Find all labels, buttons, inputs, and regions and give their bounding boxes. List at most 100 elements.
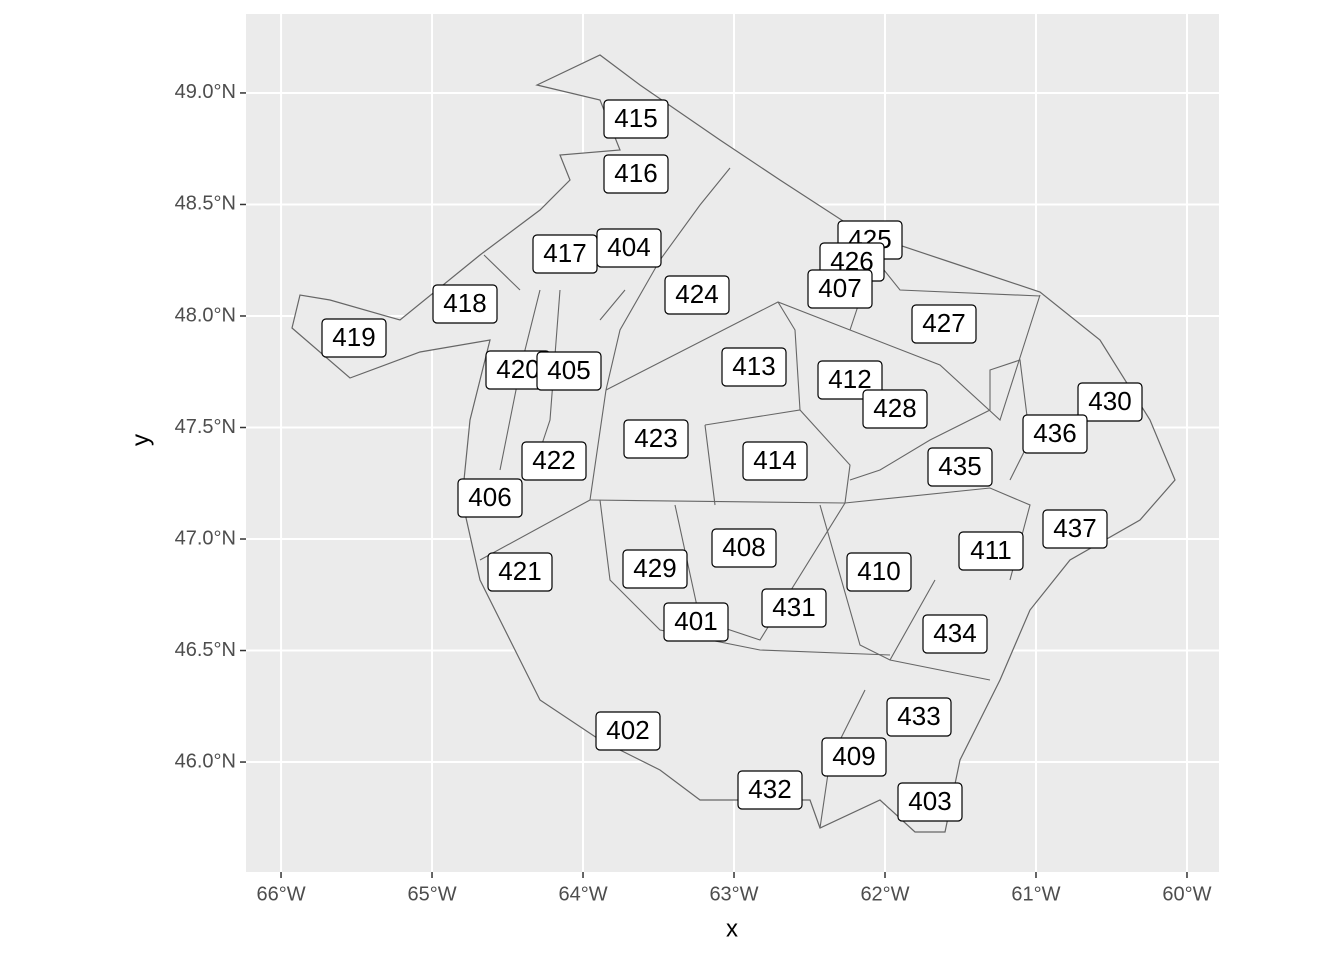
region-label: 436: [1033, 418, 1076, 448]
y-tick-label: 47.5°N: [175, 416, 236, 438]
region-label-group: 401: [663, 602, 729, 642]
region-label-group: 416: [603, 154, 669, 194]
region-label-group: 418: [432, 284, 498, 324]
x-tick-label: 61°W: [1011, 883, 1060, 905]
region-label: 420: [496, 354, 539, 384]
region-label-group: 414: [742, 441, 808, 481]
region-label-group: 409: [821, 737, 887, 777]
region-label-group: 435: [927, 447, 993, 487]
label-box: [622, 549, 688, 589]
region-label-group: 407: [807, 269, 873, 309]
label-box: [821, 737, 887, 777]
region-label-group: 411: [958, 531, 1024, 571]
label-box: [603, 99, 669, 139]
region-label-group: 437: [1042, 509, 1108, 549]
x-tick-label: 65°W: [407, 883, 456, 905]
label-box: [664, 275, 730, 315]
region-border: [704, 409, 851, 504]
label-box: [737, 770, 803, 810]
label-box: [911, 304, 977, 344]
region-label-group: 404: [596, 228, 662, 268]
region-label: 437: [1053, 513, 1096, 543]
region-label-group: 429: [622, 549, 688, 589]
region-label: 413: [732, 351, 775, 381]
region-label-group: 410: [846, 552, 912, 592]
region-label-group: 413: [721, 347, 787, 387]
region-label-group: 408: [711, 528, 777, 568]
label-box: [897, 782, 963, 822]
region-label: 421: [498, 556, 541, 586]
region-label: 415: [614, 103, 657, 133]
region-label: 422: [532, 445, 575, 475]
region-label-group: 405: [536, 351, 602, 391]
region-label-group: 436: [1022, 414, 1088, 454]
region-label: 402: [606, 715, 649, 745]
region-label-group: 422: [521, 441, 587, 481]
x-tick-label: 66°W: [256, 883, 305, 905]
axes: 66°W 65°W 64°W 63°W 62°W 61°W 60°W 46.0°N 46.5°N…: [175, 81, 1212, 905]
region-label-group: 402: [595, 711, 661, 751]
x-axis-title: x: [726, 915, 738, 942]
region-label: 431: [772, 592, 815, 622]
y-tick-label: 46.5°N: [175, 639, 236, 661]
label-box: [595, 711, 661, 751]
label-box: [596, 228, 662, 268]
region-label: 430: [1088, 386, 1131, 416]
region-label: 428: [873, 393, 916, 423]
region-label: 417: [543, 238, 586, 268]
region-border: [605, 294, 1041, 421]
label-box: [321, 318, 387, 358]
label-box: [927, 447, 993, 487]
region-label-group: 428: [862, 389, 928, 429]
region-label: 412: [828, 364, 871, 394]
label-box: [1077, 382, 1143, 422]
y-tick-label: 46.0°N: [175, 750, 236, 772]
region-label-group: 406: [457, 478, 523, 518]
label-box: [536, 351, 602, 391]
region-label: 403: [908, 786, 951, 816]
region-label: 429: [633, 553, 676, 583]
label-box: [521, 441, 587, 481]
label-box: [1022, 414, 1088, 454]
region-label: 423: [634, 423, 677, 453]
region-label: 404: [607, 232, 650, 262]
label-box: [862, 389, 928, 429]
region-label: 416: [614, 158, 657, 188]
region-label: 409: [832, 741, 875, 771]
region-label: 435: [938, 451, 981, 481]
label-box: [623, 419, 689, 459]
y-tick-label: 49.0°N: [175, 81, 236, 103]
region-label: 419: [332, 322, 375, 352]
region-label-group: 419: [321, 318, 387, 358]
region-label-group: 421: [487, 552, 553, 592]
label-box: [807, 269, 873, 309]
region-label-group: 430: [1077, 382, 1143, 422]
region-label: 410: [857, 556, 900, 586]
region-label-group: 432: [737, 770, 803, 810]
region-label-group: 427: [911, 304, 977, 344]
region-label-group: 420: [485, 350, 551, 390]
label-box: [742, 441, 808, 481]
region-label-group: 431: [761, 588, 827, 628]
region-label: 407: [818, 273, 861, 303]
label-box: [711, 528, 777, 568]
region-label: 418: [443, 288, 486, 318]
label-box: [886, 697, 952, 737]
label-box: [922, 614, 988, 654]
region-label: 432: [748, 774, 791, 804]
region-label-group: 412: [817, 360, 883, 400]
x-tick-label: 62°W: [860, 883, 909, 905]
region-label: 433: [897, 701, 940, 731]
region-label: 411: [970, 535, 1011, 565]
label-box: [761, 588, 827, 628]
x-tick-label: 64°W: [558, 883, 607, 905]
region-label-group: 423: [623, 419, 689, 459]
label-box: [603, 154, 669, 194]
label-box: [817, 360, 883, 400]
region-label: 414: [753, 445, 796, 475]
region-label: 401: [674, 606, 717, 636]
label-box: [432, 284, 498, 324]
x-tick-label: 60°W: [1162, 883, 1211, 905]
